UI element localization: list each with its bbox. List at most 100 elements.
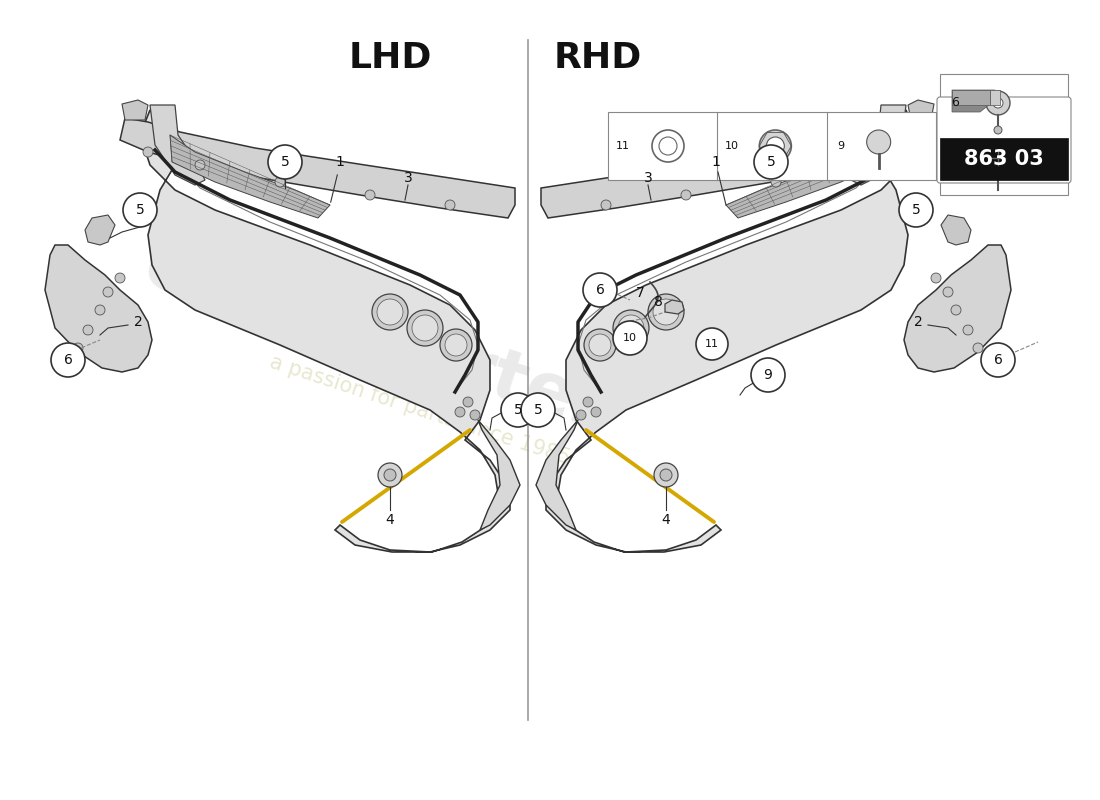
Text: 5: 5 <box>912 203 921 217</box>
Polygon shape <box>940 215 971 245</box>
Text: 2: 2 <box>914 315 923 329</box>
Polygon shape <box>85 215 116 245</box>
Text: 6: 6 <box>952 97 959 110</box>
Polygon shape <box>541 118 936 218</box>
FancyBboxPatch shape <box>937 97 1071 183</box>
Circle shape <box>440 329 472 361</box>
Polygon shape <box>122 100 149 120</box>
Circle shape <box>981 343 1015 377</box>
Polygon shape <box>908 100 934 120</box>
Circle shape <box>470 410 480 420</box>
Circle shape <box>365 190 375 200</box>
Circle shape <box>407 310 443 346</box>
Text: 10: 10 <box>623 333 637 343</box>
Circle shape <box>994 126 1002 134</box>
Circle shape <box>123 193 157 227</box>
Circle shape <box>591 407 601 417</box>
Text: 9: 9 <box>837 141 844 151</box>
Text: 863 03: 863 03 <box>964 149 1044 169</box>
Circle shape <box>974 343 983 353</box>
Text: 2: 2 <box>133 315 142 329</box>
Circle shape <box>103 287 113 297</box>
Polygon shape <box>536 420 578 530</box>
Text: 6: 6 <box>595 283 604 297</box>
Text: 8: 8 <box>653 295 662 309</box>
FancyBboxPatch shape <box>940 138 1068 180</box>
Circle shape <box>521 393 556 427</box>
Circle shape <box>412 315 438 341</box>
Circle shape <box>143 147 153 157</box>
Circle shape <box>372 294 408 330</box>
Circle shape <box>952 305 961 315</box>
Circle shape <box>73 343 82 353</box>
Polygon shape <box>726 135 886 218</box>
Circle shape <box>268 145 302 179</box>
Text: a passion for parts since 1985: a passion for parts since 1985 <box>267 352 573 468</box>
Circle shape <box>82 325 94 335</box>
Text: LHD: LHD <box>349 41 431 75</box>
Polygon shape <box>546 110 916 552</box>
Circle shape <box>377 299 403 325</box>
Circle shape <box>696 328 728 360</box>
Polygon shape <box>140 110 510 552</box>
Polygon shape <box>45 245 152 372</box>
Text: 11: 11 <box>616 141 630 151</box>
Text: 10: 10 <box>724 141 738 151</box>
Circle shape <box>962 325 974 335</box>
Circle shape <box>751 358 785 392</box>
Circle shape <box>500 393 535 427</box>
Polygon shape <box>952 90 990 105</box>
Circle shape <box>771 177 781 187</box>
Circle shape <box>613 310 649 346</box>
Circle shape <box>446 334 468 356</box>
Circle shape <box>899 193 933 227</box>
Text: 4: 4 <box>386 513 395 527</box>
Circle shape <box>618 315 644 341</box>
Circle shape <box>659 137 676 155</box>
Circle shape <box>601 200 610 210</box>
Text: 9: 9 <box>763 368 772 382</box>
Text: 1: 1 <box>336 155 344 169</box>
Circle shape <box>851 160 861 170</box>
Circle shape <box>51 343 85 377</box>
Text: 1: 1 <box>712 155 720 169</box>
Text: 5: 5 <box>514 403 522 417</box>
Circle shape <box>759 130 791 162</box>
Circle shape <box>584 329 616 361</box>
Circle shape <box>95 305 104 315</box>
Circle shape <box>613 321 647 355</box>
Circle shape <box>583 397 593 407</box>
Text: eurospartes: eurospartes <box>135 231 625 449</box>
Circle shape <box>275 177 285 187</box>
Circle shape <box>986 91 1010 115</box>
Circle shape <box>754 145 788 179</box>
Text: 5: 5 <box>767 155 775 169</box>
Text: RHD: RHD <box>554 41 642 75</box>
Polygon shape <box>851 105 906 185</box>
Circle shape <box>943 287 953 297</box>
Text: 3: 3 <box>644 171 652 185</box>
Text: 11: 11 <box>705 339 719 349</box>
Polygon shape <box>904 245 1011 372</box>
FancyBboxPatch shape <box>940 137 1068 195</box>
Circle shape <box>654 463 678 487</box>
Circle shape <box>931 273 940 283</box>
Circle shape <box>576 410 586 420</box>
Polygon shape <box>120 118 515 218</box>
Polygon shape <box>952 90 996 112</box>
Text: 7: 7 <box>636 286 645 300</box>
Circle shape <box>989 149 1006 167</box>
Polygon shape <box>478 420 520 530</box>
Text: 4: 4 <box>661 513 670 527</box>
Text: 6: 6 <box>64 353 73 367</box>
Circle shape <box>993 98 1003 108</box>
Circle shape <box>446 200 455 210</box>
Polygon shape <box>666 300 684 314</box>
Circle shape <box>652 130 684 162</box>
Circle shape <box>903 147 913 157</box>
Circle shape <box>463 397 473 407</box>
Circle shape <box>384 469 396 481</box>
FancyBboxPatch shape <box>940 74 1068 132</box>
Circle shape <box>767 137 784 155</box>
Circle shape <box>648 294 684 330</box>
